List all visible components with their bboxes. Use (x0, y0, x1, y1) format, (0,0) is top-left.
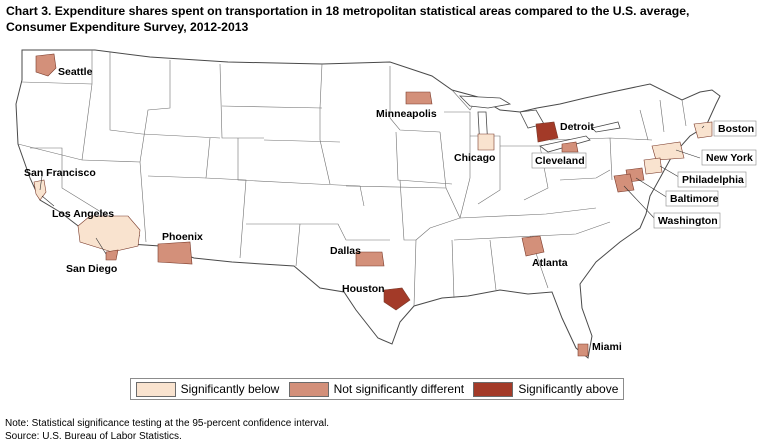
label-houston: Houston (342, 283, 385, 295)
metro-houston (383, 287, 411, 311)
label-seattle: Seattle (58, 66, 93, 78)
title-line-2: Consumer Expenditure Survey, 2012-2013 (6, 20, 249, 34)
metro-dallas (355, 251, 385, 267)
label-dallas: Dallas (330, 245, 361, 257)
metro-philadelphia (643, 157, 663, 175)
label-washington: Washington (658, 215, 718, 227)
metro-washington (613, 173, 635, 193)
metro-seattle (35, 53, 57, 77)
label-atlanta: Atlanta (532, 257, 568, 269)
metro-cleveland (561, 141, 579, 153)
metro-miami (577, 343, 589, 357)
source-text: Source: U.S. Bureau of Labor Statistics. (5, 430, 182, 442)
label-leader-lines (39, 125, 705, 255)
us-outline (15, 49, 721, 359)
legend-item-above: Significantly above (473, 381, 619, 397)
note-text: Note: Statistical significance testing a… (5, 418, 330, 429)
boxed-labels: Cleveland Boston New York Philadelphia B… (531, 120, 757, 229)
legend: Significantly below Not significantly di… (130, 378, 624, 400)
chart-title: Chart 3. Expenditure shares spent on tra… (6, 3, 758, 35)
label-san-diego: San Diego (66, 263, 117, 275)
label-detroit: Detroit (560, 121, 594, 133)
great-lakes (458, 95, 621, 153)
label-philadelphia: Philadelphia (682, 174, 744, 186)
legend-swatch-above (473, 381, 514, 397)
legend-label-above: Significantly above (518, 382, 619, 396)
label-miami: Miami (592, 341, 622, 353)
label-minneapolis: Minneapolis (376, 108, 437, 120)
metro-areas (33, 53, 713, 357)
metro-new-york (651, 141, 685, 161)
metro-boston (693, 121, 713, 139)
metro-detroit (535, 121, 559, 143)
metro-chicago (477, 133, 495, 151)
label-phoenix: Phoenix (162, 231, 203, 243)
title-line-1: Chart 3. Expenditure shares spent on tra… (6, 4, 690, 18)
metro-minneapolis (405, 91, 433, 105)
label-baltimore: Baltimore (670, 193, 719, 205)
metro-san-diego (105, 249, 119, 261)
legend-label-not-significant: Not significantly different (333, 382, 465, 396)
label-boston: Boston (718, 123, 754, 135)
legend-swatch-not-significant (288, 381, 329, 397)
metro-labels: Seattle San Francisco Los Angeles San Di… (24, 66, 622, 353)
metro-los-angeles (77, 215, 141, 253)
legend-label-below: Significantly below (180, 382, 280, 396)
label-cleveland: Cleveland (535, 155, 585, 167)
metro-phoenix (157, 241, 193, 265)
legend-item-not-significant: Not significantly different (288, 381, 465, 397)
label-san-francisco: San Francisco (24, 167, 96, 179)
legend-swatch-below (135, 381, 176, 397)
label-los-angeles: Los Angeles (52, 208, 114, 220)
label-new-york: New York (706, 152, 753, 164)
label-chicago: Chicago (454, 152, 495, 164)
footnotes: Note: Statistical significance testing a… (5, 418, 329, 443)
metro-atlanta (521, 235, 545, 257)
legend-item-below: Significantly below (135, 381, 280, 397)
